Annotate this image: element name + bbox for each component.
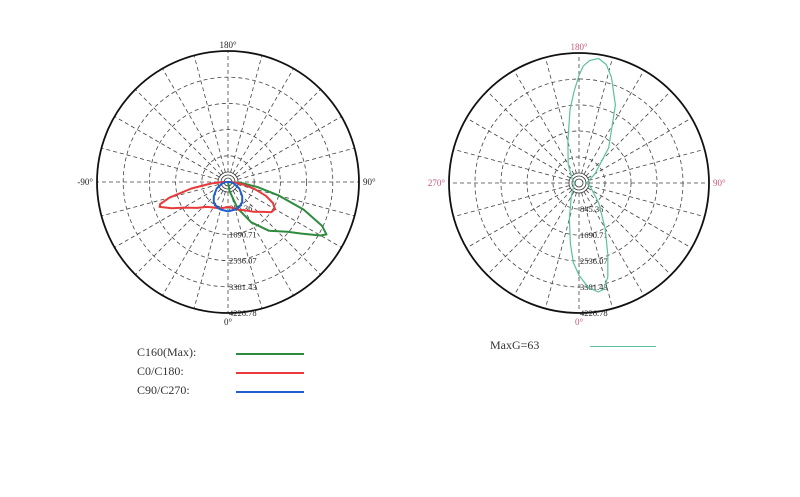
grid-spoke (466, 187, 571, 249)
grid-spoke (237, 184, 355, 217)
grid-spoke (232, 190, 294, 296)
center-ring (571, 175, 587, 191)
grid-ring (148, 103, 307, 261)
polar-grid-1 (96, 50, 360, 314)
radial-tick-label: 4226.78 (229, 308, 257, 318)
grid-spoke (587, 117, 692, 179)
radial-tick-label: 1690.71 (580, 230, 608, 240)
grid-spoke (162, 190, 224, 296)
grid-spoke (544, 57, 577, 174)
legend-label: C0/C180: (137, 364, 184, 378)
grid-spoke (162, 68, 224, 174)
legend-label: C160(Max): (137, 345, 197, 359)
grid-spoke (114, 186, 220, 248)
radial-tick-label: 3381.43 (580, 282, 608, 292)
angle-label-top: 180° (219, 40, 237, 50)
grid-spoke (453, 148, 570, 181)
angle-label-left: 270° (428, 178, 446, 188)
grid-spoke (466, 117, 571, 179)
grid-spoke (453, 185, 570, 218)
series-curve-2 (158, 181, 276, 214)
grid-spoke (135, 89, 222, 176)
grid-spoke (193, 191, 226, 309)
series-curve-1 (227, 181, 328, 237)
grid-spoke (486, 189, 573, 276)
outer-circle (96, 50, 360, 314)
radial-tick-label: 3381.43 (229, 282, 257, 292)
grid-spoke (581, 57, 614, 174)
grid-spoke (513, 70, 575, 175)
radial-tick-label: 845.36 (229, 203, 252, 213)
angle-label-top: 180° (570, 42, 588, 52)
legend-swatch (236, 391, 304, 393)
radial-tick-label: 4226.78 (580, 308, 608, 318)
angle-label-left: -90° (77, 177, 93, 187)
grid-spoke (587, 187, 692, 249)
legend-label: MaxG=63 (490, 338, 540, 352)
angle-label-bottom: 0° (224, 317, 233, 327)
radial-tick-label: 2536.07 (229, 256, 257, 266)
grid-spoke (230, 55, 263, 173)
outer-circle (448, 52, 710, 314)
grid-spoke (193, 55, 226, 173)
grid-spoke (585, 189, 672, 276)
series-curve-1 (567, 57, 616, 293)
grid-spoke (236, 116, 342, 178)
grid-ring (500, 104, 658, 262)
grid-spoke (135, 188, 222, 275)
legend-label: C90/C270: (137, 383, 190, 397)
grid-spoke (513, 191, 575, 296)
grid-spoke (230, 191, 263, 309)
grid-spoke (585, 90, 672, 177)
grid-spoke (588, 148, 705, 181)
grid-spoke (486, 90, 573, 177)
legend-swatch (236, 353, 304, 355)
legend-swatch (590, 346, 656, 347)
series-curve-3 (212, 181, 244, 213)
grid-spoke (232, 68, 294, 174)
radial-tick-label: 1690.71 (229, 229, 257, 239)
grid-spoke (588, 185, 705, 218)
grid-ring (526, 130, 632, 236)
radial-tick-label: 845.36 (580, 204, 603, 214)
grid-spoke (234, 188, 321, 275)
grid-spoke (101, 147, 219, 180)
center-ring (574, 178, 584, 188)
grid-spoke (236, 186, 342, 248)
grid-spoke (581, 192, 614, 309)
legend-swatch (236, 372, 304, 374)
grid-spoke (101, 184, 219, 217)
angle-label-right: 90° (713, 178, 726, 188)
grid-spoke (583, 191, 645, 296)
grid-spoke (544, 192, 577, 309)
radial-tick-label: 2536.07 (580, 256, 608, 266)
grid-spoke (583, 70, 645, 175)
grid-spoke (234, 89, 321, 176)
angle-label-right: 90° (363, 177, 376, 187)
grid-spoke (114, 116, 220, 178)
grid-spoke (237, 147, 355, 180)
angle-label-bottom: 0° (575, 317, 584, 327)
